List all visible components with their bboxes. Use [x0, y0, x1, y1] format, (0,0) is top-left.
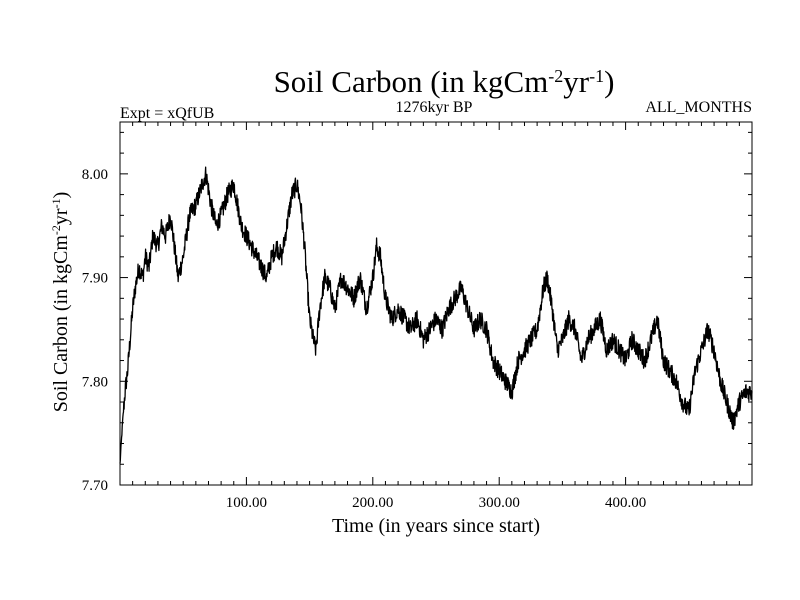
y-axis-label: Soil Carbon (in kgCm-2yr-1): [49, 192, 72, 413]
period-label: 1276kyr BP: [396, 99, 473, 116]
x-tick-label: 100.00: [226, 495, 267, 511]
months-label: ALL_MONTHS: [645, 99, 752, 116]
experiment-label: Expt = xQfUB: [120, 105, 214, 122]
x-tick-label: 300.00: [479, 495, 520, 511]
x-axis-label: Time (in years since start): [332, 515, 540, 537]
y-tick-label: 7.70: [82, 478, 108, 494]
series-line: [119, 166, 753, 464]
series-group: [119, 166, 753, 464]
axis-ticks: 100.00 200.00 300.00 400.00 7.70 7.80 7.90 8.00: [82, 122, 752, 511]
chart-title: Soil Carbon (in kgCm-2yr-1): [274, 64, 615, 99]
plot-frame: [119, 121, 753, 486]
y-tick-label: 8.00: [82, 167, 108, 183]
y-tick-label: 7.90: [82, 271, 108, 287]
x-tick-label: 400.00: [605, 495, 646, 511]
x-tick-label: 200.00: [352, 495, 393, 511]
y-tick-label: 7.80: [82, 374, 108, 390]
